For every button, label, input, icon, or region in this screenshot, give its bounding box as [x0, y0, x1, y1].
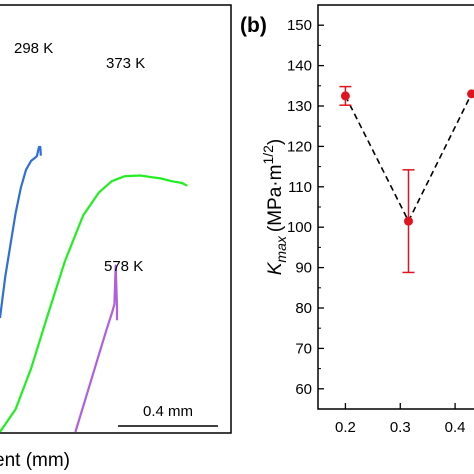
series-label-298: 298 K [14, 40, 53, 57]
series-label-578: 578 K [104, 258, 143, 275]
ylabel-k: K [265, 261, 286, 275]
y-tick-label-2: 80 [295, 300, 312, 317]
series-line-1 [0, 174, 188, 433]
x-tick-label-1: 0.3 [390, 419, 411, 436]
y-tick-label-5: 110 [288, 179, 312, 196]
data-point-1 [403, 216, 413, 226]
series-label-373: 373 K [106, 55, 145, 72]
ylabel-subscript: max [273, 235, 289, 262]
panel-b-x-axis: 0.2 0.3 0.4 [335, 403, 466, 436]
ylabel-units: (MPa·m [265, 165, 286, 233]
ylabel-exponent: 1/2 [260, 145, 276, 165]
y-tick-label-4: 100 [287, 219, 312, 236]
data-point-2 [467, 89, 474, 99]
panel-a: 298 K 373 K 578 K 0.4 mm ent (mm) [0, 4, 232, 471]
y-tick-label-9: 150 [287, 17, 312, 34]
scale-bar-label: 0.4 mm [143, 403, 193, 420]
panel-a-series [0, 145, 188, 433]
panel-b-frame [317, 4, 474, 410]
panel-b-y-axis: 60 70 80 90 100 110 120 130 140 150 [287, 4, 324, 410]
y-tick-label-7: 130 [287, 98, 312, 115]
panel-a-frame [0, 4, 232, 434]
panel-b-ylabel: Kmax (MPa·m1/2) [260, 139, 289, 276]
panel-b-plot [339, 85, 474, 274]
series-label-298-text: 298 K [14, 40, 53, 57]
series-line-2 [74, 264, 119, 433]
series-line-0 [0, 145, 42, 319]
ylabel-close: ) [265, 139, 286, 145]
y-tick-label-0: 60 [295, 381, 312, 398]
panel-b: (b) 60 70 80 90 100 110 120 130 140 150 0.2 0.3 0.4… [240, 4, 474, 436]
y-tick-label-8: 140 [287, 58, 312, 75]
panel-a-xlabel: ent (mm) [0, 450, 70, 471]
y-tick-label-6: 120 [287, 138, 312, 155]
panel-b-label: (b) [240, 14, 267, 37]
y-tick-label-3: 90 [295, 260, 312, 277]
x-tick-label-2: 0.4 [445, 419, 466, 436]
data-point-0 [340, 91, 350, 101]
y-tick-label-1: 70 [295, 340, 312, 357]
x-tick-label-0: 0.2 [335, 419, 356, 436]
